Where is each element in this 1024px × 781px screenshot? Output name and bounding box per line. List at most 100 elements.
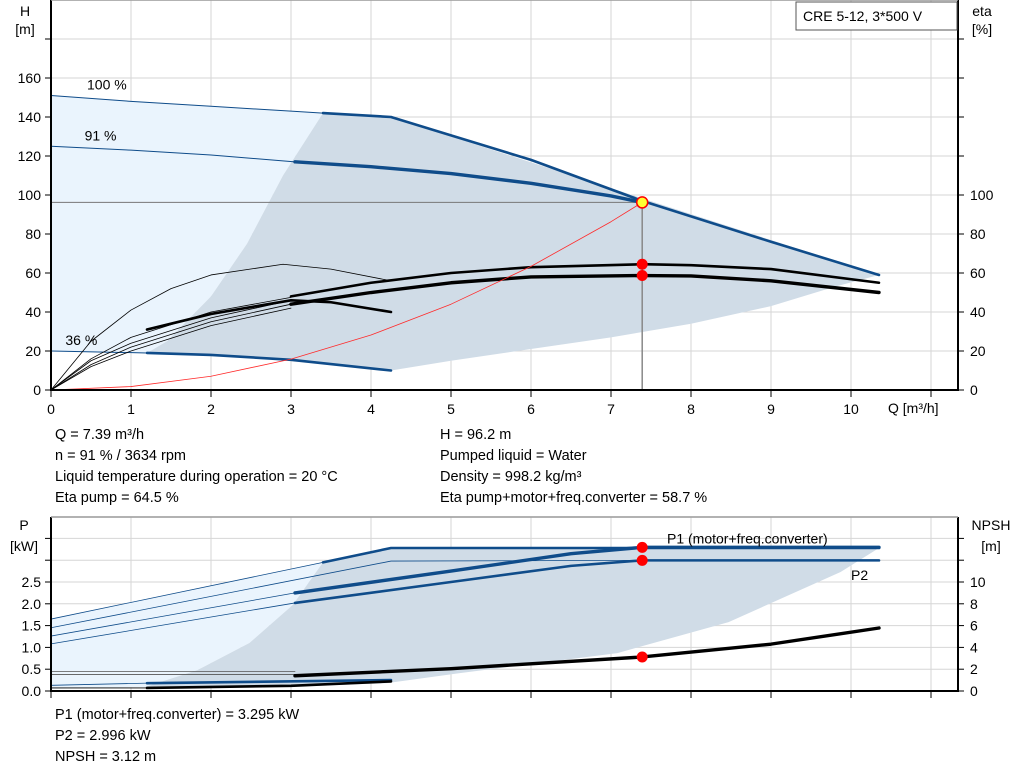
p1-point [636, 541, 648, 553]
performance-chart: 0 1 2 3 4 5 6 7 8 9 100204060801001201401600204060… [18, 0, 994, 417]
series-line-system [50, 202, 643, 391]
y-tick-label-right: 8 [970, 596, 978, 612]
info-density: Density = 998.2 kg/m³ [440, 469, 582, 485]
series-line-0 [50, 561, 324, 620]
y-tick-label-left: 2.5 [22, 574, 42, 590]
series-line-36- [50, 350, 148, 354]
y-axis-label-h: H [20, 3, 30, 19]
y-tick-label-left: 2.0 [22, 596, 42, 612]
y-tick-label-right: 2 [970, 661, 978, 677]
p2-point [636, 554, 648, 566]
info-p1: P1 (motor+freq.converter) = 3.295 kW [55, 707, 299, 723]
speed-label: 100 % [87, 77, 127, 93]
y-tick-label-right: 6 [970, 618, 978, 634]
series-line-10 [50, 296, 292, 391]
info-temperature: Liquid temperature during operation = 20… [55, 469, 338, 485]
x-tick-label: 0 [47, 401, 55, 417]
series-line-11 [145, 298, 393, 331]
x-tick-label: 10 [843, 401, 859, 417]
y-axis-unit-h: [m] [15, 21, 34, 37]
y-tick-label-right: 0 [970, 683, 978, 699]
y-tick-label-left: 0 [33, 382, 41, 398]
series-label: P1 (motor+freq.converter) [667, 531, 828, 547]
series-line-3 [50, 592, 296, 637]
y-tick-label-left: 0.0 [22, 683, 42, 699]
y-axis-unit-eta: [%] [972, 21, 992, 37]
duty-point [635, 196, 649, 209]
y-tick-label-right: 100 [970, 187, 994, 203]
series-line-8 [50, 303, 292, 391]
series-line-9 [50, 682, 148, 686]
x-tick-label: 8 [687, 401, 695, 417]
y-tick-label-right: 4 [970, 639, 978, 655]
series-line-100- [50, 95, 324, 114]
y-tick-label-right: 20 [970, 343, 986, 359]
x-tick-label: 2 [207, 401, 215, 417]
y-tick-label-left: 100 [18, 187, 42, 203]
info-flow: Q = 7.39 m³/h [55, 427, 144, 443]
series-line-12 [145, 680, 393, 690]
info-eta-total: Eta pump+motor+freq.converter = 58.7 % [440, 490, 707, 506]
y-tick-label-left: 0.5 [22, 661, 42, 677]
y-axis-label-npsh: NPSH [972, 517, 1011, 533]
y-tick-label-left: 1.0 [22, 639, 42, 655]
series-line-p2 [293, 559, 881, 605]
x-tick-label: 3 [287, 401, 295, 417]
info-speed: n = 91 % / 3634 rpm [55, 448, 186, 464]
info-liquid: Pumped liquid = Water [440, 448, 587, 464]
series-line-10 [145, 678, 393, 685]
x-axis-label-q: Q [m³/h] [888, 400, 939, 416]
series-line-5 [50, 602, 296, 645]
region-gray [147, 113, 879, 371]
power-npsh-chart: 0.0 0.5 1.0 1.5 2.0 2.5 0 2 4 6 8 10 P1 (motor+freq.… [22, 516, 986, 699]
y-tick-label-left: 40 [25, 304, 41, 320]
y-tick-label-left: 1.5 [22, 618, 42, 634]
series-line-91- [50, 145, 296, 163]
info-npsh: NPSH = 3.12 m [55, 749, 156, 765]
series-line-p1-motor-freq-converter- [293, 545, 881, 595]
series-line-7 [50, 307, 292, 391]
info-p2: P2 = 2.996 kW [55, 728, 151, 744]
y-axis-label-p: P [19, 517, 28, 533]
y-tick-label-right: 10 [970, 574, 986, 590]
series-line-91- [293, 160, 644, 205]
power-info: P1 (motor+freq.converter) = 3.295 kW P2 … [55, 707, 299, 765]
legend-box: CRE 5-12, 3*500 V [795, 1, 958, 31]
y-axis-unit-p: [kW] [10, 538, 38, 554]
region-light [51, 95, 323, 353]
y-tick-label-right: 40 [970, 304, 986, 320]
series-line-2 [50, 559, 643, 629]
y-tick-label-left: 60 [25, 265, 41, 281]
info-eta-pump: Eta pump = 64.5 % [55, 490, 179, 506]
series-label: P2 [851, 567, 868, 583]
y-axis-unit-npsh: [m] [981, 538, 1000, 554]
speed-label: 36 % [65, 332, 97, 348]
series-line-eta-pump [289, 262, 881, 298]
y-tick-label-left: 160 [18, 70, 42, 86]
series-line-36- [145, 351, 393, 372]
operating-info: Q = 7.39 m³/h n = 91 % / 3634 rpm Liquid… [55, 427, 707, 506]
region-gray [144, 547, 880, 688]
y-tick-label-left: 140 [18, 109, 42, 125]
x-tick-label: 4 [367, 401, 375, 417]
y-tick-label-left: 20 [25, 343, 41, 359]
y-tick-label-right: 0 [970, 382, 978, 398]
x-tick-label: 9 [767, 401, 775, 417]
x-tick-label: 6 [527, 401, 535, 417]
y-axis-label-eta: eta [972, 3, 992, 19]
y-tick-label-left: 120 [18, 148, 42, 164]
npsh-point [636, 651, 648, 663]
x-tick-label: 1 [127, 401, 135, 417]
info-head: H = 96.2 m [440, 427, 511, 443]
speed-label: 91 % [85, 127, 117, 143]
region-light [51, 562, 323, 689]
series-line-9 [50, 299, 292, 391]
y-tick-label-right: 80 [970, 226, 986, 242]
y-tick-label-right: 60 [970, 265, 986, 281]
x-tick-label: 7 [607, 401, 615, 417]
y-tick-label-left: 80 [25, 226, 41, 242]
eta-pump-point [636, 258, 648, 270]
legend-label: CRE 5-12, 3*500 V [803, 8, 923, 24]
eta-total-point [636, 270, 648, 282]
